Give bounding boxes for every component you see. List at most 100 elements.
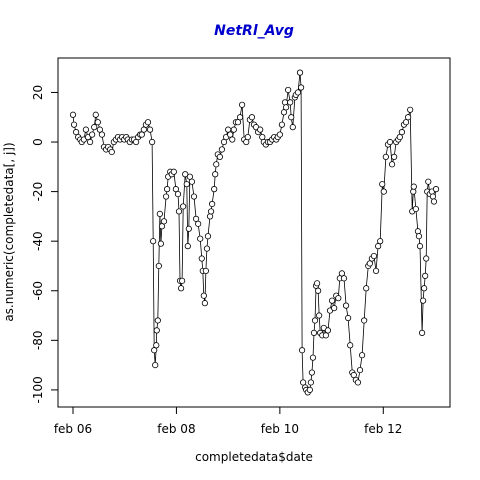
x-tick-label: feb 12 xyxy=(364,422,402,436)
data-point xyxy=(174,190,182,198)
data-point xyxy=(190,193,198,200)
plot-box xyxy=(57,57,451,408)
data-point xyxy=(380,188,387,195)
data-point xyxy=(324,327,332,334)
data-point xyxy=(432,186,440,193)
x-tick-label: feb 08 xyxy=(157,422,195,436)
data-point xyxy=(201,300,208,307)
data-point xyxy=(363,285,370,292)
data-point xyxy=(150,238,157,245)
data-point xyxy=(239,101,246,108)
data-point xyxy=(398,129,406,136)
data-point xyxy=(170,168,177,175)
data-point xyxy=(198,255,205,262)
data-point xyxy=(248,114,256,121)
data-point xyxy=(377,238,384,245)
data-point xyxy=(298,347,306,354)
data-point xyxy=(160,218,168,225)
y-tick-label: 0 xyxy=(31,138,45,146)
data-point xyxy=(307,379,314,386)
data-point xyxy=(157,240,165,247)
data-point xyxy=(218,146,226,153)
data-point xyxy=(288,114,295,121)
y-tick-label: -100 xyxy=(31,376,45,403)
data-point xyxy=(183,181,190,188)
data-point xyxy=(229,136,236,143)
data-point xyxy=(306,386,313,393)
data-point xyxy=(182,171,189,178)
data-point xyxy=(200,292,207,299)
data-point xyxy=(311,317,319,324)
data-point xyxy=(347,342,354,349)
data-point xyxy=(153,327,160,334)
data-point xyxy=(410,183,417,190)
data-point xyxy=(310,329,318,336)
data-point xyxy=(379,181,386,188)
data-point xyxy=(415,233,423,240)
data-point xyxy=(423,255,430,262)
data-point xyxy=(386,138,394,146)
data-point xyxy=(108,148,115,156)
data-point xyxy=(86,138,94,146)
data-point xyxy=(370,252,378,260)
data-point xyxy=(144,119,152,126)
data-point xyxy=(340,275,348,282)
data-point xyxy=(188,178,196,185)
data-point xyxy=(420,297,427,304)
data-point xyxy=(414,228,422,235)
data-point xyxy=(361,317,368,324)
data-point xyxy=(331,305,338,312)
data-point xyxy=(184,243,191,250)
data-point xyxy=(316,312,323,319)
data-point xyxy=(98,131,106,138)
data-point xyxy=(356,366,364,374)
data-point xyxy=(358,352,366,359)
data-point xyxy=(153,342,160,349)
data-point xyxy=(204,233,212,240)
x-tick-label: feb 06 xyxy=(54,422,92,436)
data-point xyxy=(345,314,352,322)
data-point xyxy=(315,287,322,294)
data-point xyxy=(294,89,302,96)
data-point xyxy=(164,186,171,193)
data-point xyxy=(281,99,289,106)
y-tick-label: -80 xyxy=(31,331,45,351)
data-point xyxy=(285,86,292,94)
data-point xyxy=(69,111,77,118)
data-point xyxy=(197,235,204,242)
data-point xyxy=(216,153,223,160)
data-point xyxy=(177,285,185,292)
data-point xyxy=(309,354,317,361)
data-point xyxy=(278,121,286,128)
y-tick-label: -40 xyxy=(31,231,45,251)
data-point xyxy=(185,225,192,232)
data-point xyxy=(89,131,96,138)
data-point xyxy=(287,99,294,106)
y-tick-label: 20 xyxy=(31,85,45,100)
data-point xyxy=(297,84,305,91)
data-point xyxy=(156,210,163,218)
data-point xyxy=(257,126,264,133)
data-point xyxy=(276,131,283,138)
data-point xyxy=(82,126,90,133)
data-point xyxy=(152,362,159,369)
data-point xyxy=(91,124,98,131)
data-point xyxy=(429,193,437,200)
data-point xyxy=(430,198,438,205)
data-point xyxy=(391,153,398,160)
data-point xyxy=(425,178,432,185)
data-point xyxy=(213,161,220,168)
data-point xyxy=(211,186,218,193)
data-point xyxy=(405,114,412,121)
data-point xyxy=(203,245,211,252)
data-point xyxy=(382,153,389,160)
y-axis-label: as.numeric(completedata[, j]) xyxy=(2,142,16,321)
data-point xyxy=(328,297,336,304)
data-point xyxy=(407,106,414,113)
data-point xyxy=(410,188,417,195)
data-point xyxy=(282,104,290,111)
data-point xyxy=(146,126,154,133)
data-point xyxy=(354,379,362,386)
data-point xyxy=(313,280,321,287)
